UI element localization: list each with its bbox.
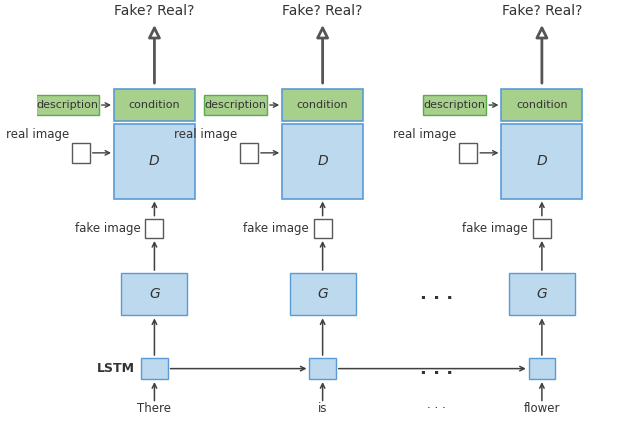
Bar <box>240 143 258 163</box>
Text: is: is <box>318 403 327 415</box>
Bar <box>314 219 332 238</box>
Text: Fake? Real?: Fake? Real? <box>501 4 582 18</box>
Bar <box>121 273 188 316</box>
Text: real image: real image <box>174 128 237 141</box>
Text: fake image: fake image <box>75 222 140 235</box>
Text: G: G <box>537 287 547 301</box>
Bar <box>204 95 267 115</box>
Bar <box>36 95 99 115</box>
Text: Fake? Real?: Fake? Real? <box>283 4 363 18</box>
Text: G: G <box>317 287 328 301</box>
Text: LSTM: LSTM <box>97 362 135 375</box>
Bar <box>114 124 195 199</box>
Text: D: D <box>317 154 328 168</box>
Bar <box>145 219 163 238</box>
Bar <box>282 124 363 199</box>
Text: . . .: . . . <box>420 360 454 377</box>
Text: There: There <box>137 403 172 415</box>
Text: description: description <box>424 100 486 110</box>
Bar <box>282 89 363 121</box>
Bar <box>114 89 195 121</box>
Text: D: D <box>149 154 160 168</box>
Bar <box>509 273 575 316</box>
Text: G: G <box>149 287 160 301</box>
Bar <box>423 95 486 115</box>
Text: condition: condition <box>297 100 348 110</box>
Text: fake image: fake image <box>463 222 528 235</box>
Bar <box>72 143 90 163</box>
Text: D: D <box>537 154 547 168</box>
Bar <box>529 358 555 379</box>
Text: description: description <box>36 100 98 110</box>
Text: real image: real image <box>6 128 69 141</box>
Bar <box>309 358 336 379</box>
Text: description: description <box>205 100 267 110</box>
Text: real image: real image <box>393 128 456 141</box>
Bar <box>290 273 355 316</box>
Bar <box>141 358 168 379</box>
Text: . . .: . . . <box>427 398 446 411</box>
Bar <box>533 219 551 238</box>
Text: . . .: . . . <box>420 285 454 303</box>
Bar <box>501 124 582 199</box>
Text: flower: flower <box>524 403 560 415</box>
Text: condition: condition <box>516 100 568 110</box>
Text: condition: condition <box>129 100 181 110</box>
Text: Fake? Real?: Fake? Real? <box>114 4 195 18</box>
Bar <box>501 89 582 121</box>
Bar <box>459 143 477 163</box>
Text: fake image: fake image <box>243 222 309 235</box>
